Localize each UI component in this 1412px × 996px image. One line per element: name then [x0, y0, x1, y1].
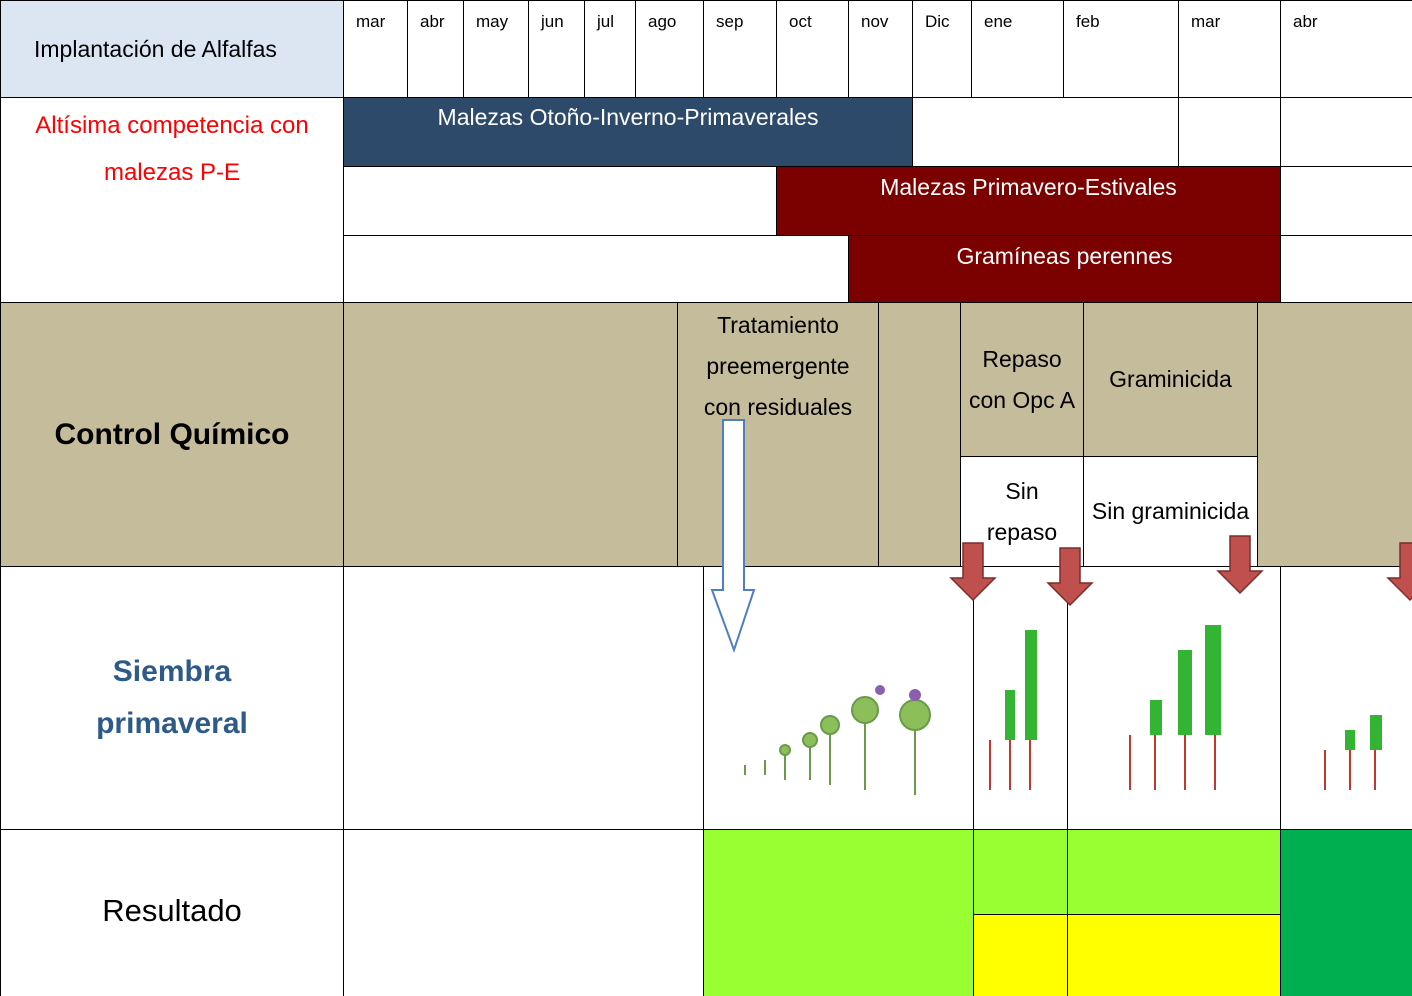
month: abr	[407, 0, 464, 98]
month: nov	[848, 0, 913, 98]
chemical-label: Control Químico	[0, 302, 344, 567]
weed-bar: Gramíneas perennes	[848, 235, 1281, 303]
weed-bar: Malezas Otoño-Inverno-Primaverales	[343, 97, 913, 167]
month: oct	[776, 0, 849, 98]
plant-illustration	[744, 685, 931, 795]
month: may	[463, 0, 529, 98]
month: feb	[1063, 0, 1179, 98]
weeds-label: Altísima competencia con malezas P-E	[0, 97, 344, 303]
treatment: Graminicida	[1083, 302, 1258, 457]
regrowth-illustration	[989, 625, 1382, 790]
month: ago	[635, 0, 704, 98]
result-best	[1280, 829, 1412, 996]
weed-bar: Malezas Primavero-Estivales	[776, 166, 1281, 236]
result-good	[973, 829, 1068, 915]
treatment: Repaso con Opc A	[960, 302, 1084, 457]
result-label: Resultado	[0, 829, 344, 996]
arrow	[710, 419, 756, 654]
sowing-label: Siembra primaveral	[0, 566, 344, 830]
month: mar	[343, 0, 408, 98]
result-good	[703, 829, 974, 996]
result-fair	[1067, 914, 1281, 996]
month: jun	[528, 0, 585, 98]
month: sep	[703, 0, 777, 98]
result-fair	[973, 914, 1068, 996]
month: mar	[1178, 0, 1281, 98]
red-arrows	[949, 535, 1412, 607]
header-title: Implantación de Alfalfas	[0, 0, 344, 98]
cell	[878, 302, 961, 567]
treatment: Sin graminicida	[1083, 456, 1258, 567]
month: abr	[1280, 0, 1412, 98]
cell	[1257, 302, 1412, 567]
month: Dic	[912, 0, 972, 98]
month: ene	[971, 0, 1064, 98]
month: jul	[584, 0, 636, 98]
